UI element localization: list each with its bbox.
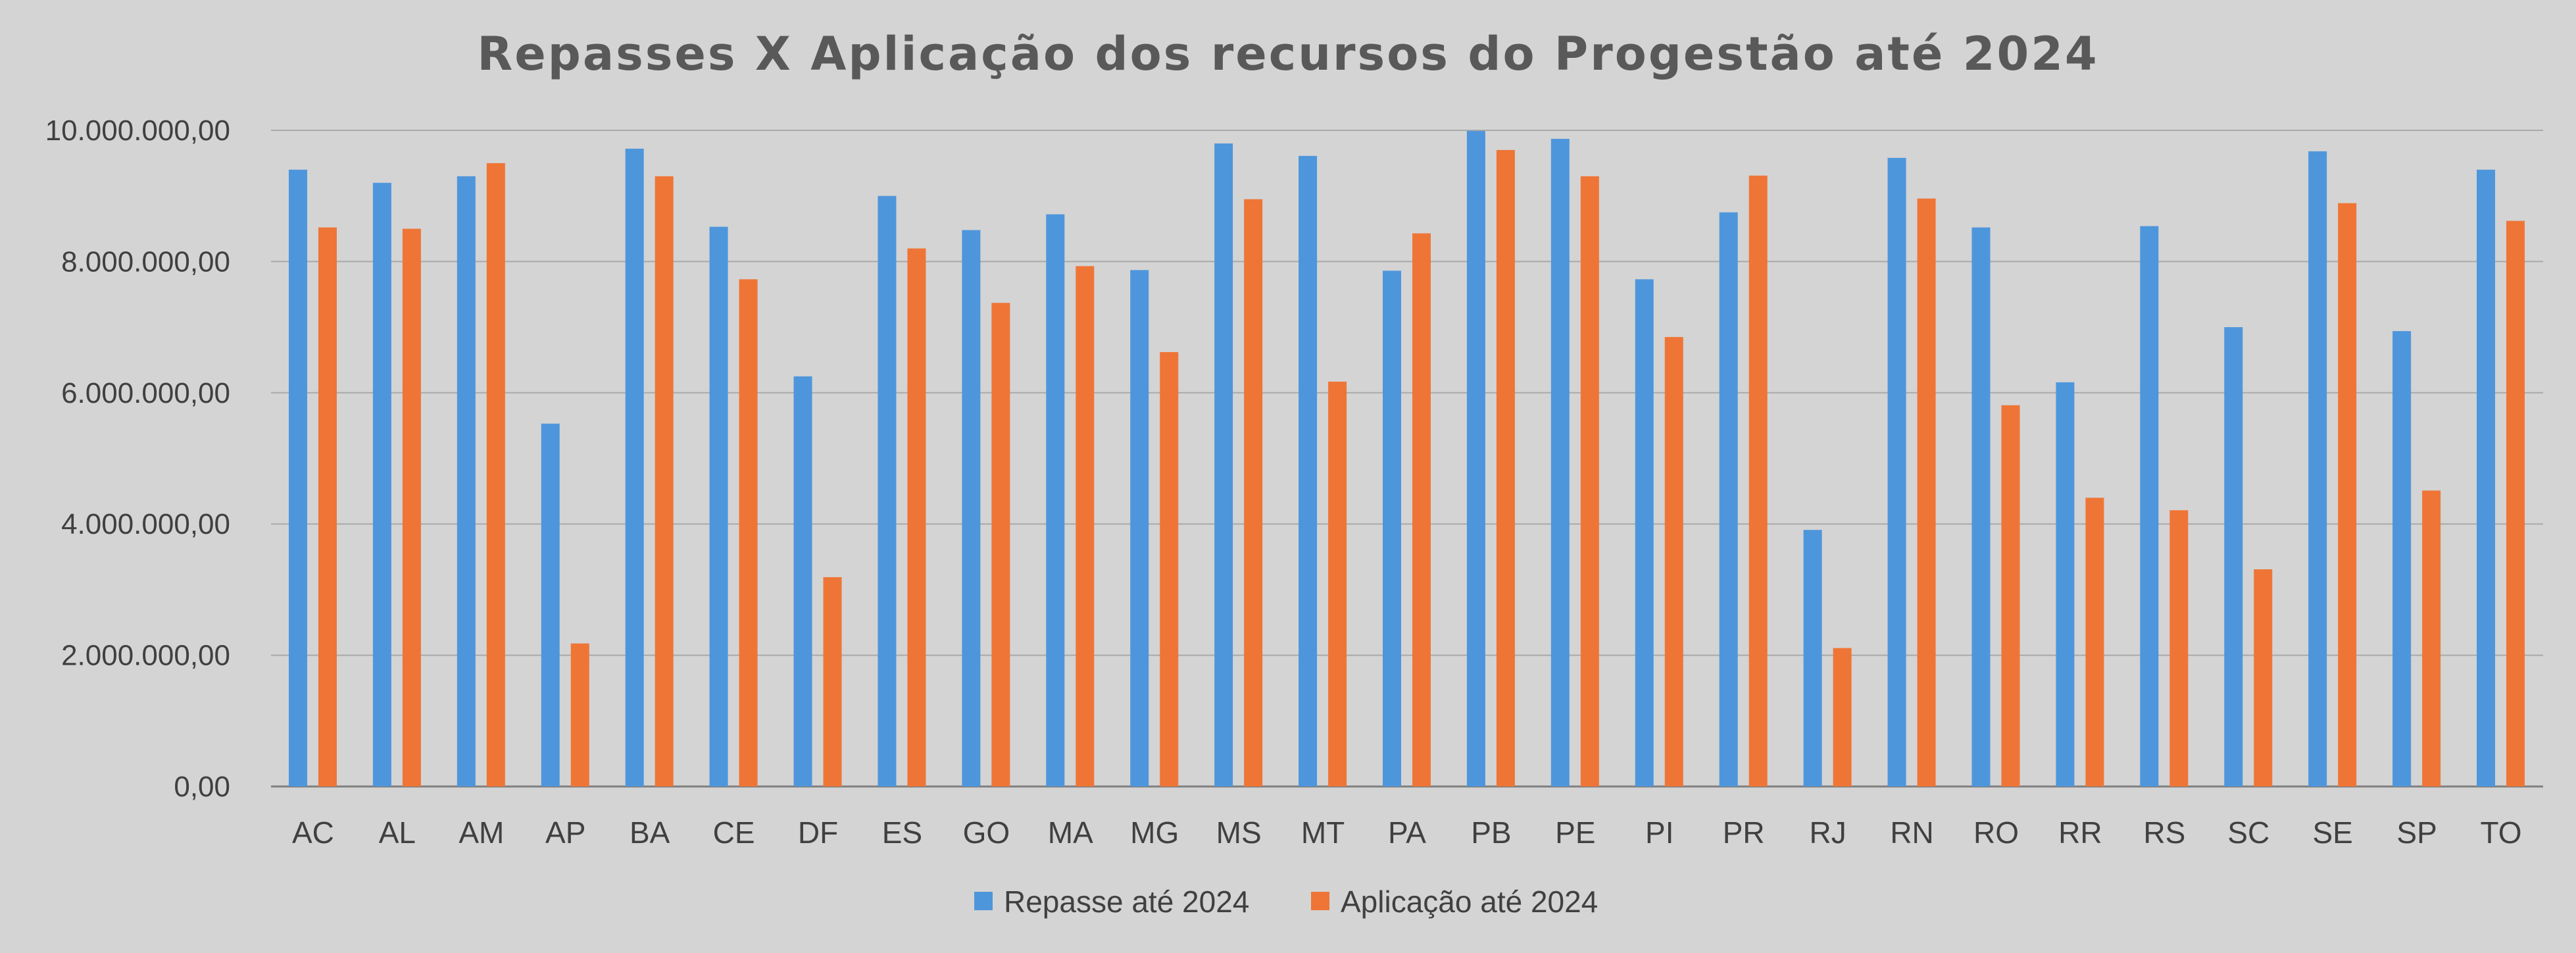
x-tick-label: PR xyxy=(1723,815,1765,850)
bar-aplicacao xyxy=(570,643,589,786)
bar-aplicacao xyxy=(1412,233,1431,786)
x-tick-label: RO xyxy=(1973,815,2019,850)
bar-repasse xyxy=(709,226,728,787)
bar-aplicacao xyxy=(655,176,674,786)
x-tick-label: SE xyxy=(2312,815,2352,850)
bar-repasse xyxy=(1550,138,1570,786)
legend-swatch xyxy=(974,892,993,910)
x-tick-label: ES xyxy=(882,815,922,850)
x-tick-label: TO xyxy=(2481,815,2522,850)
y-tick-label: 0,00 xyxy=(174,771,230,803)
x-tick-label: DF xyxy=(798,815,838,850)
bar-aplicacao xyxy=(1244,199,1263,786)
x-tick-label: PE xyxy=(1555,815,1595,850)
bar-aplicacao xyxy=(486,163,505,787)
bar-aplicacao xyxy=(2254,569,2273,786)
x-tick-label: MG xyxy=(1130,815,1179,850)
bar-aplicacao xyxy=(402,228,421,786)
y-tick-label: 4.000.000,00 xyxy=(61,508,230,540)
x-tick-label: RS xyxy=(2143,815,2185,850)
y-tick-label: 10.000.000,00 xyxy=(45,115,230,147)
gridlines xyxy=(271,130,2543,788)
x-tick-label: AC xyxy=(292,815,334,850)
bar-aplicacao xyxy=(1160,351,1179,786)
bar-aplicacao xyxy=(1328,381,1347,786)
bar-aplicacao xyxy=(1580,176,1599,786)
legend: Repasse até 2024 Aplicação até 2024 xyxy=(974,885,1598,919)
x-tick-label: GO xyxy=(963,815,1010,850)
bar-repasse xyxy=(793,376,812,786)
bar-repasse xyxy=(625,148,644,786)
bar-repasse xyxy=(2308,151,2327,787)
bar-repasse xyxy=(288,169,307,786)
bar-repasse xyxy=(1299,155,1318,786)
bar-repasse xyxy=(2140,226,2159,786)
bar-repasse xyxy=(2056,382,2075,786)
x-tick-label: PB xyxy=(1471,815,1511,850)
bar-aplicacao xyxy=(318,227,337,786)
bar-aplicacao xyxy=(2506,220,2525,786)
bar-repasse xyxy=(457,176,476,786)
legend-swatch xyxy=(1311,892,1329,910)
bar-repasse xyxy=(1635,279,1654,787)
x-tick-label: SP xyxy=(2396,815,2437,850)
bar-repasse xyxy=(1803,530,1822,786)
x-tick-label: MA xyxy=(1048,815,1093,850)
bar-aplicacao xyxy=(1917,198,1936,786)
bar-repasse xyxy=(1130,270,1149,787)
x-tick-label: SC xyxy=(2227,815,2269,850)
bar-aplicacao xyxy=(1833,648,1852,786)
x-tick-label: CE xyxy=(713,815,755,850)
bar-aplicacao xyxy=(2169,510,2189,786)
x-tick-label: BA xyxy=(630,815,670,850)
bar-aplicacao xyxy=(739,279,758,787)
x-tick-label: MS xyxy=(1216,815,1262,850)
bar-repasse xyxy=(2224,327,2243,787)
bar-aplicacao xyxy=(991,303,1010,786)
y-tick-label: 6.000.000,00 xyxy=(61,377,230,409)
x-tick-label: RJ xyxy=(1810,815,1846,850)
bar-repasse xyxy=(1383,270,1401,786)
y-tick-label: 2.000.000,00 xyxy=(61,640,230,672)
bar-repasse xyxy=(541,423,560,786)
bar-repasse xyxy=(1719,212,1738,786)
y-axis: 0,00 2.000.000,00 4.000.000,00 6.000.000,00… xyxy=(45,115,230,803)
bar-repasse xyxy=(1887,157,1906,786)
chart-title: Repasses X Aplicação dos recursos do Pro… xyxy=(477,27,2098,81)
legend-label: Repasse até 2024 xyxy=(1004,885,1249,919)
bar-aplicacao xyxy=(1664,337,1683,786)
bars xyxy=(288,130,2525,787)
bar-aplicacao xyxy=(823,577,842,786)
x-tick-label: AM xyxy=(458,815,504,850)
bar-aplicacao xyxy=(1496,149,1515,786)
bar-aplicacao xyxy=(907,248,926,787)
bar-repasse xyxy=(1214,143,1233,786)
bar-aplicacao xyxy=(2338,203,2357,786)
x-tick-label: PI xyxy=(1645,815,1673,850)
x-tick-label: RR xyxy=(2058,815,2102,850)
x-axis: AC AL AM AP BA CE DF ES GO MA MG MS MT PA PB PE PI PR RJ RN… xyxy=(292,815,2522,850)
bar-aplicacao xyxy=(2001,405,2020,786)
bar-aplicacao xyxy=(2422,490,2441,786)
bar-repasse xyxy=(1466,130,1485,786)
x-tick-label: PA xyxy=(1388,815,1426,850)
bar-repasse xyxy=(2477,169,2496,786)
x-tick-label: MT xyxy=(1301,815,1345,850)
bar-repasse xyxy=(878,195,897,786)
x-tick-label: AL xyxy=(379,815,416,850)
bar-repasse xyxy=(1971,227,1991,786)
x-tick-label: AP xyxy=(545,815,585,850)
legend-label: Aplicação até 2024 xyxy=(1341,885,1598,919)
bar-repasse xyxy=(2392,331,2412,786)
bar-aplicacao xyxy=(1748,175,1768,787)
bar-aplicacao xyxy=(1076,266,1095,786)
y-tick-label: 8.000.000,00 xyxy=(61,245,230,278)
x-tick-label: RN xyxy=(1890,815,1933,850)
bar-aplicacao xyxy=(2085,498,2104,786)
bar-repasse xyxy=(962,230,981,786)
bar-repasse xyxy=(372,182,391,786)
bar-repasse xyxy=(1046,214,1065,787)
